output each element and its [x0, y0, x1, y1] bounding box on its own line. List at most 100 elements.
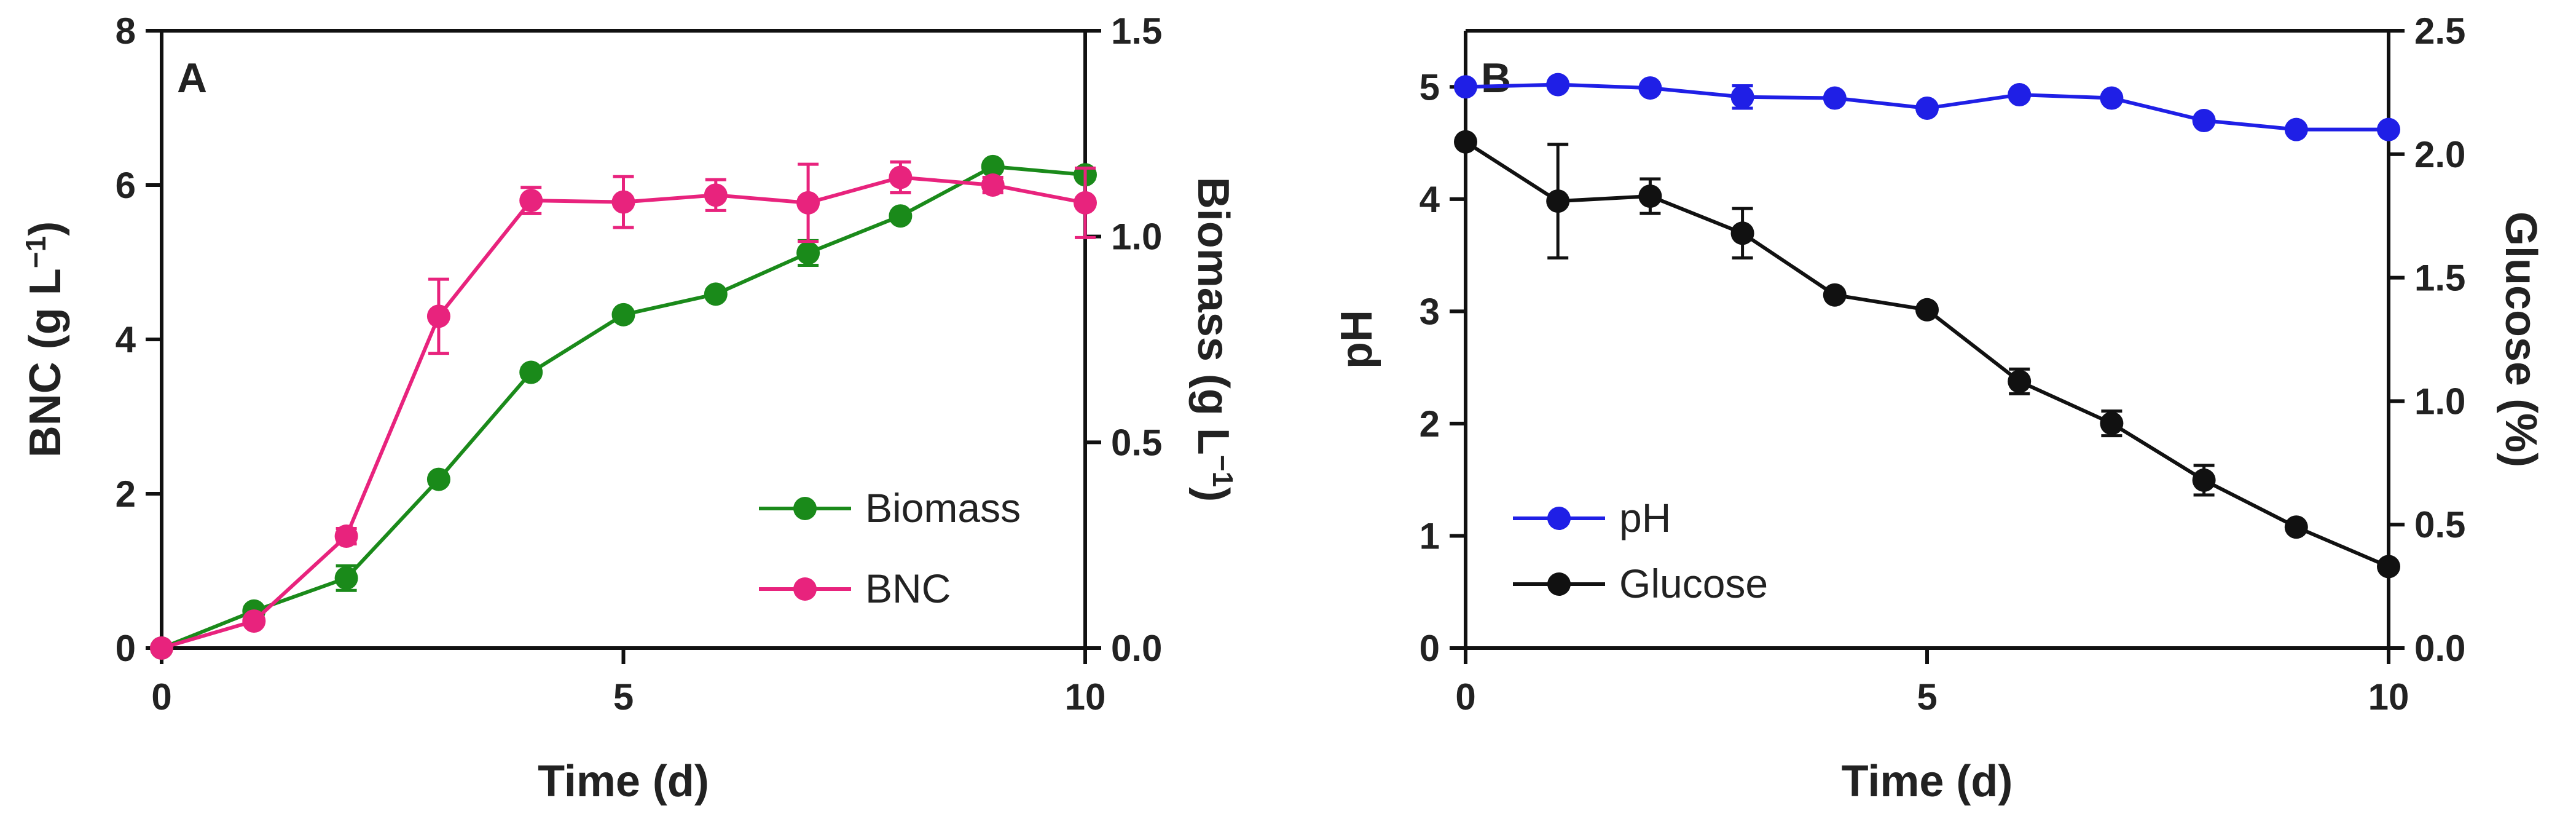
panel-b-right-tick-label-2-0: 2.0 [2414, 134, 2465, 175]
panel-b-right-tick-label-0-0: 0.0 [2414, 628, 2465, 669]
panel-b-right-tick-label-0-5: 0.5 [2414, 504, 2465, 545]
panel-b-x-tick-label-10: 10 [2368, 676, 2409, 718]
panel-b-right-ticks: 0.0 0.5 1.0 1.5 2.0 2.5 [2389, 10, 2465, 669]
panel-a-right-tick-label-1-0: 1.0 [1111, 216, 1162, 258]
panel-a-series [150, 154, 1097, 660]
panel-b-x-tick-label-0: 0 [1455, 676, 1475, 718]
panel-a-bnc-point-9 [981, 173, 1005, 197]
panel-b-right-tick-label-2-5: 2.5 [2414, 10, 2465, 52]
panel-b-ph-point-0 [1454, 75, 1477, 99]
panel-a-biomass-point-3 [426, 467, 450, 491]
legend-biomass-marker [793, 497, 817, 520]
panel-b-glucose-point-0 [1454, 130, 1477, 154]
panel-a-bnc-point-1 [242, 609, 266, 633]
panel-a-x-tick-label-5: 5 [613, 676, 634, 718]
panel-a-left-ticks: 0 2 4 6 8 [116, 10, 162, 669]
panel-a-right-ticks: 0.0 0.5 1.0 1.5 [1085, 10, 1162, 669]
panel-b-left-tick-label-5: 5 [1420, 66, 1440, 108]
panel-a-right-tick-label-0-0: 0.0 [1111, 628, 1162, 669]
panel-b-ph-point-8 [2192, 109, 2216, 133]
panel-a-right-axis-title: Biomass (g L−1) [1188, 177, 1239, 502]
panel-b-glucose-point-7 [2100, 411, 2124, 435]
legend-bnc-label: BNC [865, 566, 951, 611]
panel-b-left-ticks: 0 1 2 3 4 5 [1420, 66, 1466, 669]
panel-b-right-axis-title: Glucose (%) [2496, 212, 2545, 467]
panel-a-x-tick-label-0: 0 [151, 676, 171, 718]
panel-b-glucose-point-10 [2377, 555, 2400, 579]
panel-a-left-tick-label-8: 8 [116, 10, 136, 52]
panel-b-x-axis-title: Time (d) [1842, 757, 2013, 806]
panel-a-bnc-point-10 [1074, 191, 1097, 215]
panel-a-x-tick-label-10: 10 [1065, 676, 1106, 718]
legend-ph-marker [1547, 507, 1571, 530]
panel-b-glucose-line [1464, 140, 2390, 569]
panel-b-legend: pH Glucose [1513, 495, 1768, 606]
panel-b-left-tick-label-1: 1 [1420, 515, 1440, 556]
panel-a-left-tick-label-2: 2 [116, 473, 136, 515]
panel-a-bnc-point-2 [334, 524, 358, 548]
panel-a-biomass-point-4 [519, 360, 543, 384]
panel-a-left-tick-label-6: 6 [116, 165, 136, 206]
panel-a-bnc-point-5 [611, 190, 635, 214]
panel-b-ph-point-1 [1546, 73, 1570, 97]
panel-a-biomass-point-7 [796, 241, 820, 265]
panel-b: B Time (d) pH Glucose (%) 0 5 10 0 1 2 3 4 5 0.… [1332, 10, 2545, 806]
panel-a-legend: Biomass BNC [759, 485, 1021, 611]
panel-b-ph-point-7 [2100, 86, 2124, 110]
panel-a-left-axis-title: BNC (g L−1) [20, 221, 70, 457]
panel-b-left-tick-label-4: 4 [1420, 179, 1440, 220]
panel-b-left-axis-title: pH [1332, 310, 1381, 369]
panel-b-glucose-point-2 [1638, 184, 1662, 208]
legend-ph-label: pH [1619, 495, 1671, 540]
panel-a-bnc-point-3 [426, 304, 450, 328]
panel-b-ph-point-2 [1638, 76, 1662, 100]
panel-a-left-axis-title-end: ) [21, 221, 70, 236]
panel-b-ph-point-6 [2008, 83, 2032, 107]
legend-glucose-label: Glucose [1619, 561, 1768, 606]
panel-a-letter: A [177, 55, 207, 101]
panel-b-letter: B [1481, 55, 1511, 101]
panel-a-right-tick-label-0-5: 0.5 [1111, 422, 1162, 463]
legend-glucose-marker [1547, 572, 1571, 596]
panel-b-ph-point-9 [2284, 117, 2308, 141]
panel-a-x-ticks: 0 5 10 [151, 648, 1105, 718]
panel-b-ph-point-5 [1915, 96, 1939, 120]
panel-a-biomass-point-8 [889, 204, 913, 228]
panel-a-left-axis-title-main: BNC (g L [21, 268, 70, 457]
panel-a-right-axis-title-main: Biomass (g L [1188, 177, 1238, 455]
panel-a-biomass-point-5 [611, 303, 635, 326]
panel-a-left-axis-title-sup: −1 [20, 236, 52, 268]
panel-b-ph-point-3 [1730, 85, 1754, 109]
panel-a-x-axis-title: Time (d) [538, 757, 709, 806]
panel-b-x-tick-label-5: 5 [1917, 676, 1937, 718]
panel-b-ph-point-10 [2377, 117, 2400, 141]
panel-b-left-tick-label-3: 3 [1420, 291, 1440, 332]
panel-b-glucose-point-6 [2008, 370, 2032, 394]
panel-b-glucose-point-1 [1546, 189, 1570, 213]
legend-biomass-label: Biomass [865, 485, 1021, 531]
panel-a-bnc-point-7 [796, 191, 820, 215]
panel-a-bnc-point-4 [519, 189, 543, 213]
panel-b-left-tick-label-2: 2 [1420, 403, 1440, 445]
panel-a-bnc-point-8 [889, 165, 913, 189]
panel-a-bnc-point-6 [704, 183, 728, 207]
panel-a-right-axis-title-sup: −1 [1207, 455, 1239, 487]
panel-b-x-ticks: 0 5 10 [1455, 648, 2409, 718]
panel-b-left-tick-label-0: 0 [1420, 628, 1440, 669]
panel-b-glucose-point-8 [2192, 468, 2216, 492]
panel-a-right-tick-label-1-5: 1.5 [1111, 10, 1162, 52]
panel-b-glucose-point-3 [1730, 221, 1754, 245]
panel-a-biomass-point-6 [704, 282, 728, 306]
panel-a-right-axis-title-end: ) [1188, 487, 1238, 502]
panel-b-right-tick-label-1-5: 1.5 [2414, 258, 2465, 299]
panel-a-biomass-point-2 [334, 566, 358, 590]
panel-a-biomass-point-9 [981, 154, 1005, 178]
panel-b-glucose-point-4 [1823, 283, 1847, 307]
legend-bnc-marker [793, 577, 817, 601]
panel-b-right-tick-label-1-0: 1.0 [2414, 381, 2465, 422]
panel-a-left-tick-label-0: 0 [116, 628, 136, 669]
panel-a: A Time (d) BNC (g L−1) Biomass (g L−1) 0… [20, 10, 1239, 806]
panel-b-glucose-point-9 [2284, 515, 2308, 539]
panel-a-bnc-point-0 [150, 636, 173, 660]
